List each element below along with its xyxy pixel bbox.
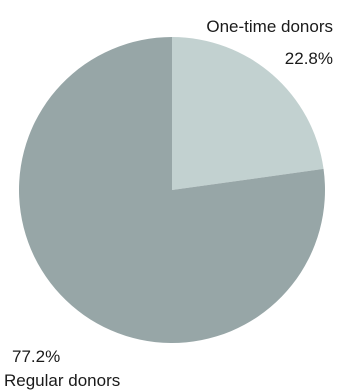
- pie-slice-regular-donors: [18, 37, 325, 344]
- slice-percent-regular-donors: 77.2%: [12, 347, 60, 366]
- slice-percent-one-time-donors: 22.8%: [285, 49, 333, 68]
- pie-slice-one-time-donors: [172, 37, 324, 190]
- slice-name-one-time-donors: One-time donors: [206, 17, 333, 36]
- pie-slices: [18, 37, 325, 344]
- slice-name-regular-donors: Regular donors: [4, 371, 120, 390]
